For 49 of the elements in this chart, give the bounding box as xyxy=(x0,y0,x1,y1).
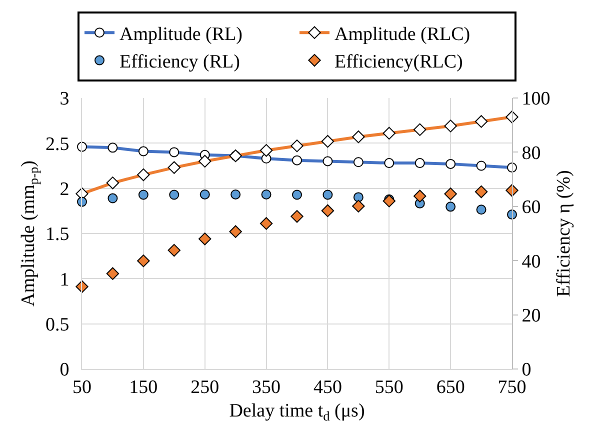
point xyxy=(474,185,488,198)
point xyxy=(382,194,396,208)
point xyxy=(169,190,180,200)
point xyxy=(353,192,364,202)
point xyxy=(137,254,150,268)
y-tick-label: 2.5 xyxy=(45,134,70,155)
point xyxy=(168,244,180,257)
y2-tick-label: 60 xyxy=(522,197,541,218)
point xyxy=(260,217,273,230)
y2-tick-label: 80 xyxy=(522,142,541,164)
point xyxy=(444,188,457,200)
point xyxy=(138,190,148,200)
y-tick-label: 1 xyxy=(60,269,70,290)
point xyxy=(261,189,272,200)
point xyxy=(476,204,486,215)
legend-label: Amplitude (RL) xyxy=(120,24,242,45)
y-tick-label: 3 xyxy=(60,88,70,110)
point xyxy=(230,189,241,200)
legend-label: Efficiency (RL) xyxy=(120,52,240,73)
y-tick-label: 0 xyxy=(60,360,70,381)
y-tick-label: 0.5 xyxy=(45,314,70,336)
point xyxy=(292,190,302,200)
x-axis-title: Delay time t$_{d}$ (μs) xyxy=(229,400,365,424)
y2-tick-label: 20 xyxy=(522,305,541,326)
point xyxy=(108,193,118,204)
y2-tick-label: 100 xyxy=(522,88,550,110)
y-tick-label: 2 xyxy=(60,178,70,200)
x-tick-label: 450 xyxy=(313,376,342,398)
point xyxy=(290,210,304,223)
x-tick-label: 250 xyxy=(190,376,220,398)
legend-label: Efficiency(RLC) xyxy=(334,52,463,73)
point xyxy=(106,267,120,280)
point xyxy=(322,190,333,200)
point xyxy=(414,190,426,202)
x-tick-label: 150 xyxy=(129,376,158,398)
legend-label: Amplitude (RLC) xyxy=(334,24,470,45)
point xyxy=(229,225,242,238)
point xyxy=(446,202,456,212)
point xyxy=(200,189,210,200)
point xyxy=(352,200,365,212)
y-tick-label: 1.5 xyxy=(45,224,70,246)
x-tick-label: 550 xyxy=(374,376,404,398)
point xyxy=(198,232,212,246)
y2-axis-title: Efficiency η (%) xyxy=(554,170,574,297)
x-tick-label: 650 xyxy=(436,376,465,398)
x-tick-label: 350 xyxy=(252,376,281,398)
y2-tick-label: 40 xyxy=(522,251,541,272)
point xyxy=(321,204,334,218)
x-tick-label: 50 xyxy=(72,376,92,398)
